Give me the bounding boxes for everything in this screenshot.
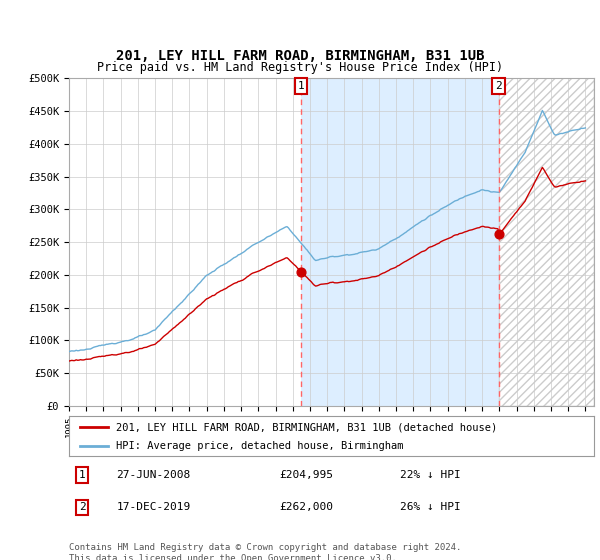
Text: 1: 1	[298, 81, 305, 91]
Text: 1: 1	[79, 470, 86, 480]
Text: 26% ↓ HPI: 26% ↓ HPI	[400, 502, 461, 512]
Text: 2: 2	[79, 502, 86, 512]
Text: £204,995: £204,995	[279, 470, 333, 480]
Text: 27-JUN-2008: 27-JUN-2008	[116, 470, 191, 480]
Bar	[499, 78, 594, 406]
Text: £262,000: £262,000	[279, 502, 333, 512]
Text: 17-DEC-2019: 17-DEC-2019	[116, 502, 191, 512]
Text: 201, LEY HILL FARM ROAD, BIRMINGHAM, B31 1UB: 201, LEY HILL FARM ROAD, BIRMINGHAM, B31…	[116, 49, 484, 63]
Text: Contains HM Land Registry data © Crown copyright and database right 2024.
This d: Contains HM Land Registry data © Crown c…	[69, 543, 461, 560]
Text: HPI: Average price, detached house, Birmingham: HPI: Average price, detached house, Birm…	[116, 441, 404, 450]
Point	[296, 267, 306, 276]
Text: 2: 2	[495, 81, 502, 91]
Point	[494, 230, 503, 239]
Bar	[301, 78, 499, 406]
Text: 201, LEY HILL FARM ROAD, BIRMINGHAM, B31 1UB (detached house): 201, LEY HILL FARM ROAD, BIRMINGHAM, B31…	[116, 422, 497, 432]
Text: 22% ↓ HPI: 22% ↓ HPI	[400, 470, 461, 480]
Bar	[499, 78, 594, 406]
Text: Price paid vs. HM Land Registry's House Price Index (HPI): Price paid vs. HM Land Registry's House …	[97, 60, 503, 74]
